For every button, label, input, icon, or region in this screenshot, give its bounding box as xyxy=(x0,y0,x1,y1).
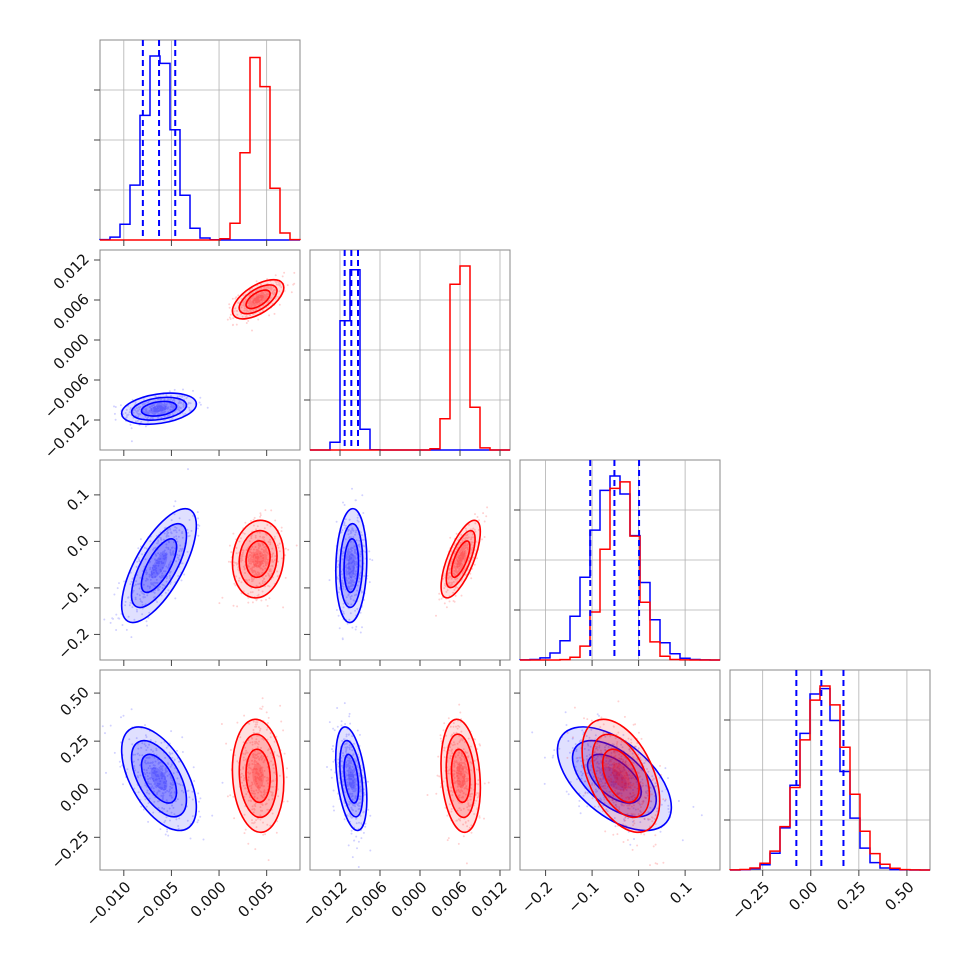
red-scatter-points xyxy=(426,703,490,865)
y-tick-label: −0.006 xyxy=(41,370,93,422)
y-tick-label: 0.012 xyxy=(50,250,93,293)
red-histogram xyxy=(100,56,301,241)
y-tick-label: 0.00 xyxy=(56,779,92,815)
blue-contour xyxy=(586,753,642,804)
red-histogram xyxy=(520,481,720,661)
histogram-2 xyxy=(519,460,720,661)
scatter-2-0 xyxy=(103,468,298,639)
y-tick-label: 0.25 xyxy=(56,731,92,767)
x-tick-label: 0.000 xyxy=(388,878,431,921)
red-contour xyxy=(440,519,482,599)
y-tick-label: −0.2 xyxy=(54,625,92,663)
panel-2-0 xyxy=(99,459,301,661)
x-tick-label: 0.000 xyxy=(187,878,230,921)
panel-3-2 xyxy=(519,669,721,871)
red-contour xyxy=(450,540,471,579)
blue-contour xyxy=(120,726,198,832)
panels: −0.010−0.005 0.000 0.005 −0.012−0.0060.0000… xyxy=(41,39,931,930)
red-contour xyxy=(245,748,271,804)
blue-contour xyxy=(343,538,360,594)
y-tick-label: 0.000 xyxy=(50,330,93,373)
histogram-3 xyxy=(729,670,930,871)
x-tick-label: −0.005 xyxy=(130,878,182,930)
red-histogram xyxy=(729,685,930,871)
red-contour xyxy=(245,540,271,579)
x-tick-label: 0.006 xyxy=(428,878,471,921)
blue-contour xyxy=(140,538,178,594)
blue-contour xyxy=(347,767,355,791)
histogram-0 xyxy=(99,40,301,241)
x-tick-label: −0.2 xyxy=(518,878,556,916)
y-tick-label: 0.006 xyxy=(50,290,93,333)
scatter-2-1 xyxy=(328,487,489,641)
red-contour xyxy=(612,763,630,789)
x-tick-label: 0.1 xyxy=(666,878,696,908)
blue-contour xyxy=(140,753,178,804)
blue-histogram xyxy=(99,55,300,241)
red-contour xyxy=(440,718,482,834)
blue-scatter-points xyxy=(326,702,372,868)
red-contour xyxy=(456,550,466,568)
y-tick-label: 0.50 xyxy=(56,683,92,719)
red-contour xyxy=(252,294,264,304)
scatter-3-1 xyxy=(326,702,490,868)
blue-scatter-points xyxy=(531,711,703,846)
blue-contour xyxy=(601,767,628,791)
blue-contour xyxy=(130,739,188,818)
red-contour xyxy=(591,733,651,819)
red-contour xyxy=(245,289,271,310)
red-contour xyxy=(238,529,278,589)
x-tick-label: 0.50 xyxy=(881,878,917,914)
blue-contour xyxy=(334,726,368,832)
red-contour xyxy=(601,748,640,804)
blue-contour xyxy=(556,726,673,832)
x-tick-label: −0.1 xyxy=(564,878,602,916)
blue-contour xyxy=(120,392,198,426)
y-tick-label: 0.0 xyxy=(63,531,93,561)
blue-histogram xyxy=(519,475,720,661)
red-contour xyxy=(231,278,285,320)
x-tick-label: −0.010 xyxy=(83,878,135,930)
scatter-1-0 xyxy=(113,271,296,443)
red-histogram xyxy=(310,265,510,451)
blue-contour xyxy=(150,552,168,579)
blue-contour xyxy=(150,767,168,791)
red-contour xyxy=(445,529,476,589)
x-tick-label: 0.005 xyxy=(234,878,277,921)
red-contour xyxy=(238,284,278,315)
y-tick-label: 0.1 xyxy=(63,485,93,515)
red-contour xyxy=(456,763,466,789)
scatter-3-0 xyxy=(101,697,289,862)
y-tick-label: −0.1 xyxy=(54,578,92,616)
x-tick-label: 0.012 xyxy=(468,878,511,921)
panel-2-1 xyxy=(309,459,511,661)
x-tick-label: 0.0 xyxy=(620,878,650,908)
scatter-3-2 xyxy=(531,700,703,867)
x-tick-label: 0.25 xyxy=(833,878,869,914)
red-contour xyxy=(252,763,264,789)
blue-contour xyxy=(120,507,198,624)
x-tick-label: 0.00 xyxy=(785,878,821,914)
x-tick-label: −0.006 xyxy=(339,878,391,930)
blue-scatter-points xyxy=(103,468,201,639)
blue-contour xyxy=(150,405,168,413)
red-contour xyxy=(581,718,661,834)
y-tick-label: −0.25 xyxy=(48,827,93,872)
red-contour xyxy=(238,733,278,819)
blue-contour xyxy=(343,753,360,804)
blue-contour xyxy=(347,552,355,579)
blue-contour xyxy=(140,400,178,417)
red-contour xyxy=(450,748,471,804)
red-contour xyxy=(252,550,264,568)
blue-contour xyxy=(130,522,188,609)
x-tick-label: −0.25 xyxy=(728,878,773,923)
